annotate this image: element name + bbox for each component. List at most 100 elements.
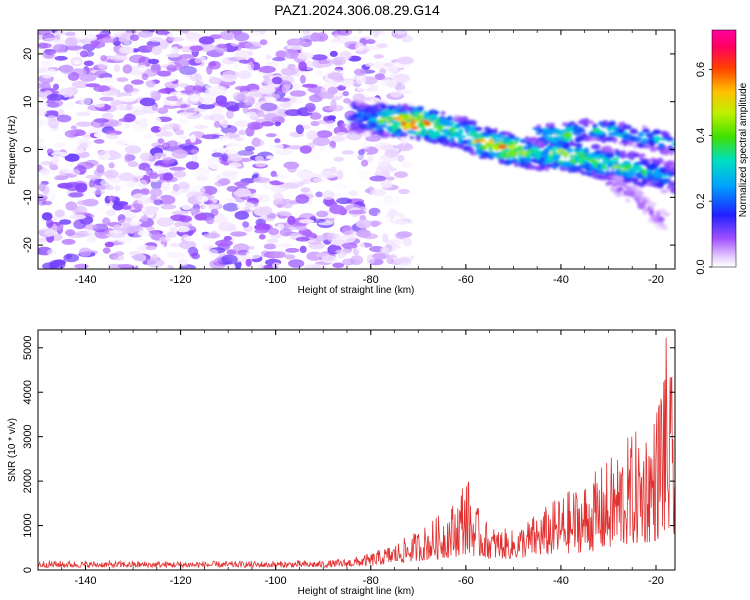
noise-cell <box>137 30 154 38</box>
noise-cell <box>132 253 147 262</box>
y-tick-label: 20 <box>22 48 34 60</box>
signal-cell <box>535 131 542 135</box>
noise-cell <box>124 139 136 145</box>
noise-cell <box>208 163 225 170</box>
snr-x-ticks: -140 -120 -100 -80 -60 -40 -20 <box>37 330 664 587</box>
signal-cell <box>470 152 478 156</box>
noise-cell <box>194 213 207 221</box>
noise-cell <box>382 233 389 244</box>
y-tick-label: 2000 <box>22 469 34 493</box>
noise-cell <box>138 230 150 237</box>
spectrogram-y-label: Frequency (Hz) <box>7 116 18 185</box>
noise-cell <box>147 58 160 65</box>
noise-cell <box>333 76 345 83</box>
signal-cell <box>578 128 586 133</box>
noise-cell <box>394 218 408 225</box>
noise-cell <box>124 145 142 154</box>
noise-cell <box>162 172 174 181</box>
noise-cell <box>295 194 310 204</box>
signal-cell <box>588 120 594 125</box>
noise-cell <box>176 91 183 100</box>
noise-cell <box>141 73 149 81</box>
noise-cell <box>73 219 87 230</box>
noise-cell <box>59 219 72 225</box>
signal-cell <box>544 166 550 172</box>
noise-cell <box>260 102 278 112</box>
noise-cell <box>271 76 283 85</box>
noise-cell <box>38 67 49 74</box>
signal-cell <box>642 128 650 133</box>
signal-cell <box>652 129 662 135</box>
signal-cell <box>607 166 613 173</box>
noise-cell <box>327 115 337 121</box>
noise-cell <box>185 31 202 42</box>
noise-cell <box>361 159 369 167</box>
noise-cell <box>147 230 161 238</box>
signal-cell <box>410 121 415 127</box>
noise-cell <box>287 63 296 70</box>
noise-cell <box>285 247 300 253</box>
colorbar: 0.0 0.2 0.4 0.6 Normalized spectral amplitu… <box>695 29 749 275</box>
noise-cell <box>167 37 185 42</box>
noise-cell <box>329 204 346 215</box>
noise-cell <box>259 85 276 95</box>
noise-cell <box>265 54 272 60</box>
signal-cell <box>627 174 636 178</box>
noise-cell <box>384 62 395 67</box>
noise-cell <box>335 249 352 255</box>
noise-cell <box>247 121 264 130</box>
noise-cell <box>127 161 139 168</box>
spectrogram-x-label: Height of straight line (km) <box>298 285 415 296</box>
noise-cell <box>68 192 84 198</box>
noise-cell <box>189 206 200 215</box>
noise-cell <box>160 204 177 210</box>
noise-cell <box>299 245 307 254</box>
noise-cell <box>227 145 241 152</box>
noise-cell <box>157 138 165 144</box>
signal-cell <box>641 169 648 176</box>
signal-cell <box>374 109 383 113</box>
noise-cell <box>118 37 127 43</box>
noise-cell <box>398 188 410 195</box>
snr-y-label: SNR (10 * v/v) <box>7 418 18 482</box>
noise-cell <box>336 169 344 180</box>
noise-cell <box>67 72 80 81</box>
noise-cell <box>343 98 351 104</box>
signal-cell <box>646 201 657 207</box>
signal-cell <box>658 143 665 149</box>
noise-cell <box>403 237 412 247</box>
noise-cell <box>148 172 159 179</box>
noise-cell <box>53 142 66 148</box>
noise-cell <box>112 224 122 232</box>
noise-cell <box>41 200 53 206</box>
noise-cell <box>208 77 222 85</box>
noise-cell <box>195 175 209 182</box>
noise-cell <box>201 134 220 140</box>
noise-cell <box>104 169 119 179</box>
noise-cell <box>162 142 170 149</box>
noise-cell <box>105 233 124 238</box>
noise-cell <box>174 58 190 68</box>
y-tick-label: 3000 <box>22 424 34 448</box>
signal-cell <box>673 180 675 186</box>
noise-cell <box>166 252 185 258</box>
noise-cell <box>218 222 236 232</box>
noise-cell <box>150 125 162 133</box>
noise-cell <box>288 259 305 268</box>
noise-cell <box>118 95 137 103</box>
noise-cell <box>359 141 371 150</box>
y-tick-label: 0 <box>22 146 34 152</box>
noise-cell <box>189 72 200 82</box>
signal-cell <box>549 122 555 127</box>
noise-cell <box>178 258 189 267</box>
noise-cell <box>51 155 60 165</box>
noise-cell <box>247 61 254 71</box>
noise-cell <box>179 83 189 88</box>
noise-cell <box>115 152 123 160</box>
noise-cell <box>174 129 185 136</box>
noise-cell <box>386 176 395 181</box>
signal-cell <box>458 128 464 135</box>
noise-cell <box>45 192 57 201</box>
noise-cell <box>161 130 174 137</box>
noise-cell <box>238 129 247 136</box>
